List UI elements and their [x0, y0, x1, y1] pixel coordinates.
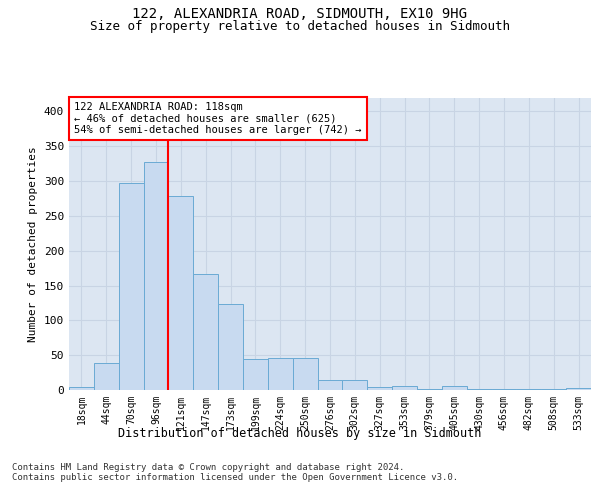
Text: 122 ALEXANDRIA ROAD: 118sqm
← 46% of detached houses are smaller (625)
54% of se: 122 ALEXANDRIA ROAD: 118sqm ← 46% of det… — [74, 102, 362, 135]
Text: Contains HM Land Registry data © Crown copyright and database right 2024.
Contai: Contains HM Land Registry data © Crown c… — [12, 462, 458, 482]
Bar — [193, 274, 218, 390]
Bar — [293, 358, 317, 390]
Bar — [119, 183, 143, 390]
Bar — [367, 386, 392, 390]
Bar — [143, 162, 169, 390]
Text: Size of property relative to detached houses in Sidmouth: Size of property relative to detached ho… — [90, 20, 510, 33]
Bar — [243, 360, 268, 390]
Text: Distribution of detached houses by size in Sidmouth: Distribution of detached houses by size … — [118, 428, 482, 440]
Y-axis label: Number of detached properties: Number of detached properties — [28, 146, 38, 342]
Bar — [392, 386, 417, 390]
Bar — [69, 387, 94, 390]
Bar — [94, 363, 119, 390]
Bar — [566, 388, 591, 390]
Bar — [343, 380, 367, 390]
Bar — [317, 380, 343, 390]
Bar — [442, 386, 467, 390]
Text: 122, ALEXANDRIA ROAD, SIDMOUTH, EX10 9HG: 122, ALEXANDRIA ROAD, SIDMOUTH, EX10 9HG — [133, 8, 467, 22]
Bar — [169, 196, 193, 390]
Bar — [268, 358, 293, 390]
Bar — [218, 304, 243, 390]
